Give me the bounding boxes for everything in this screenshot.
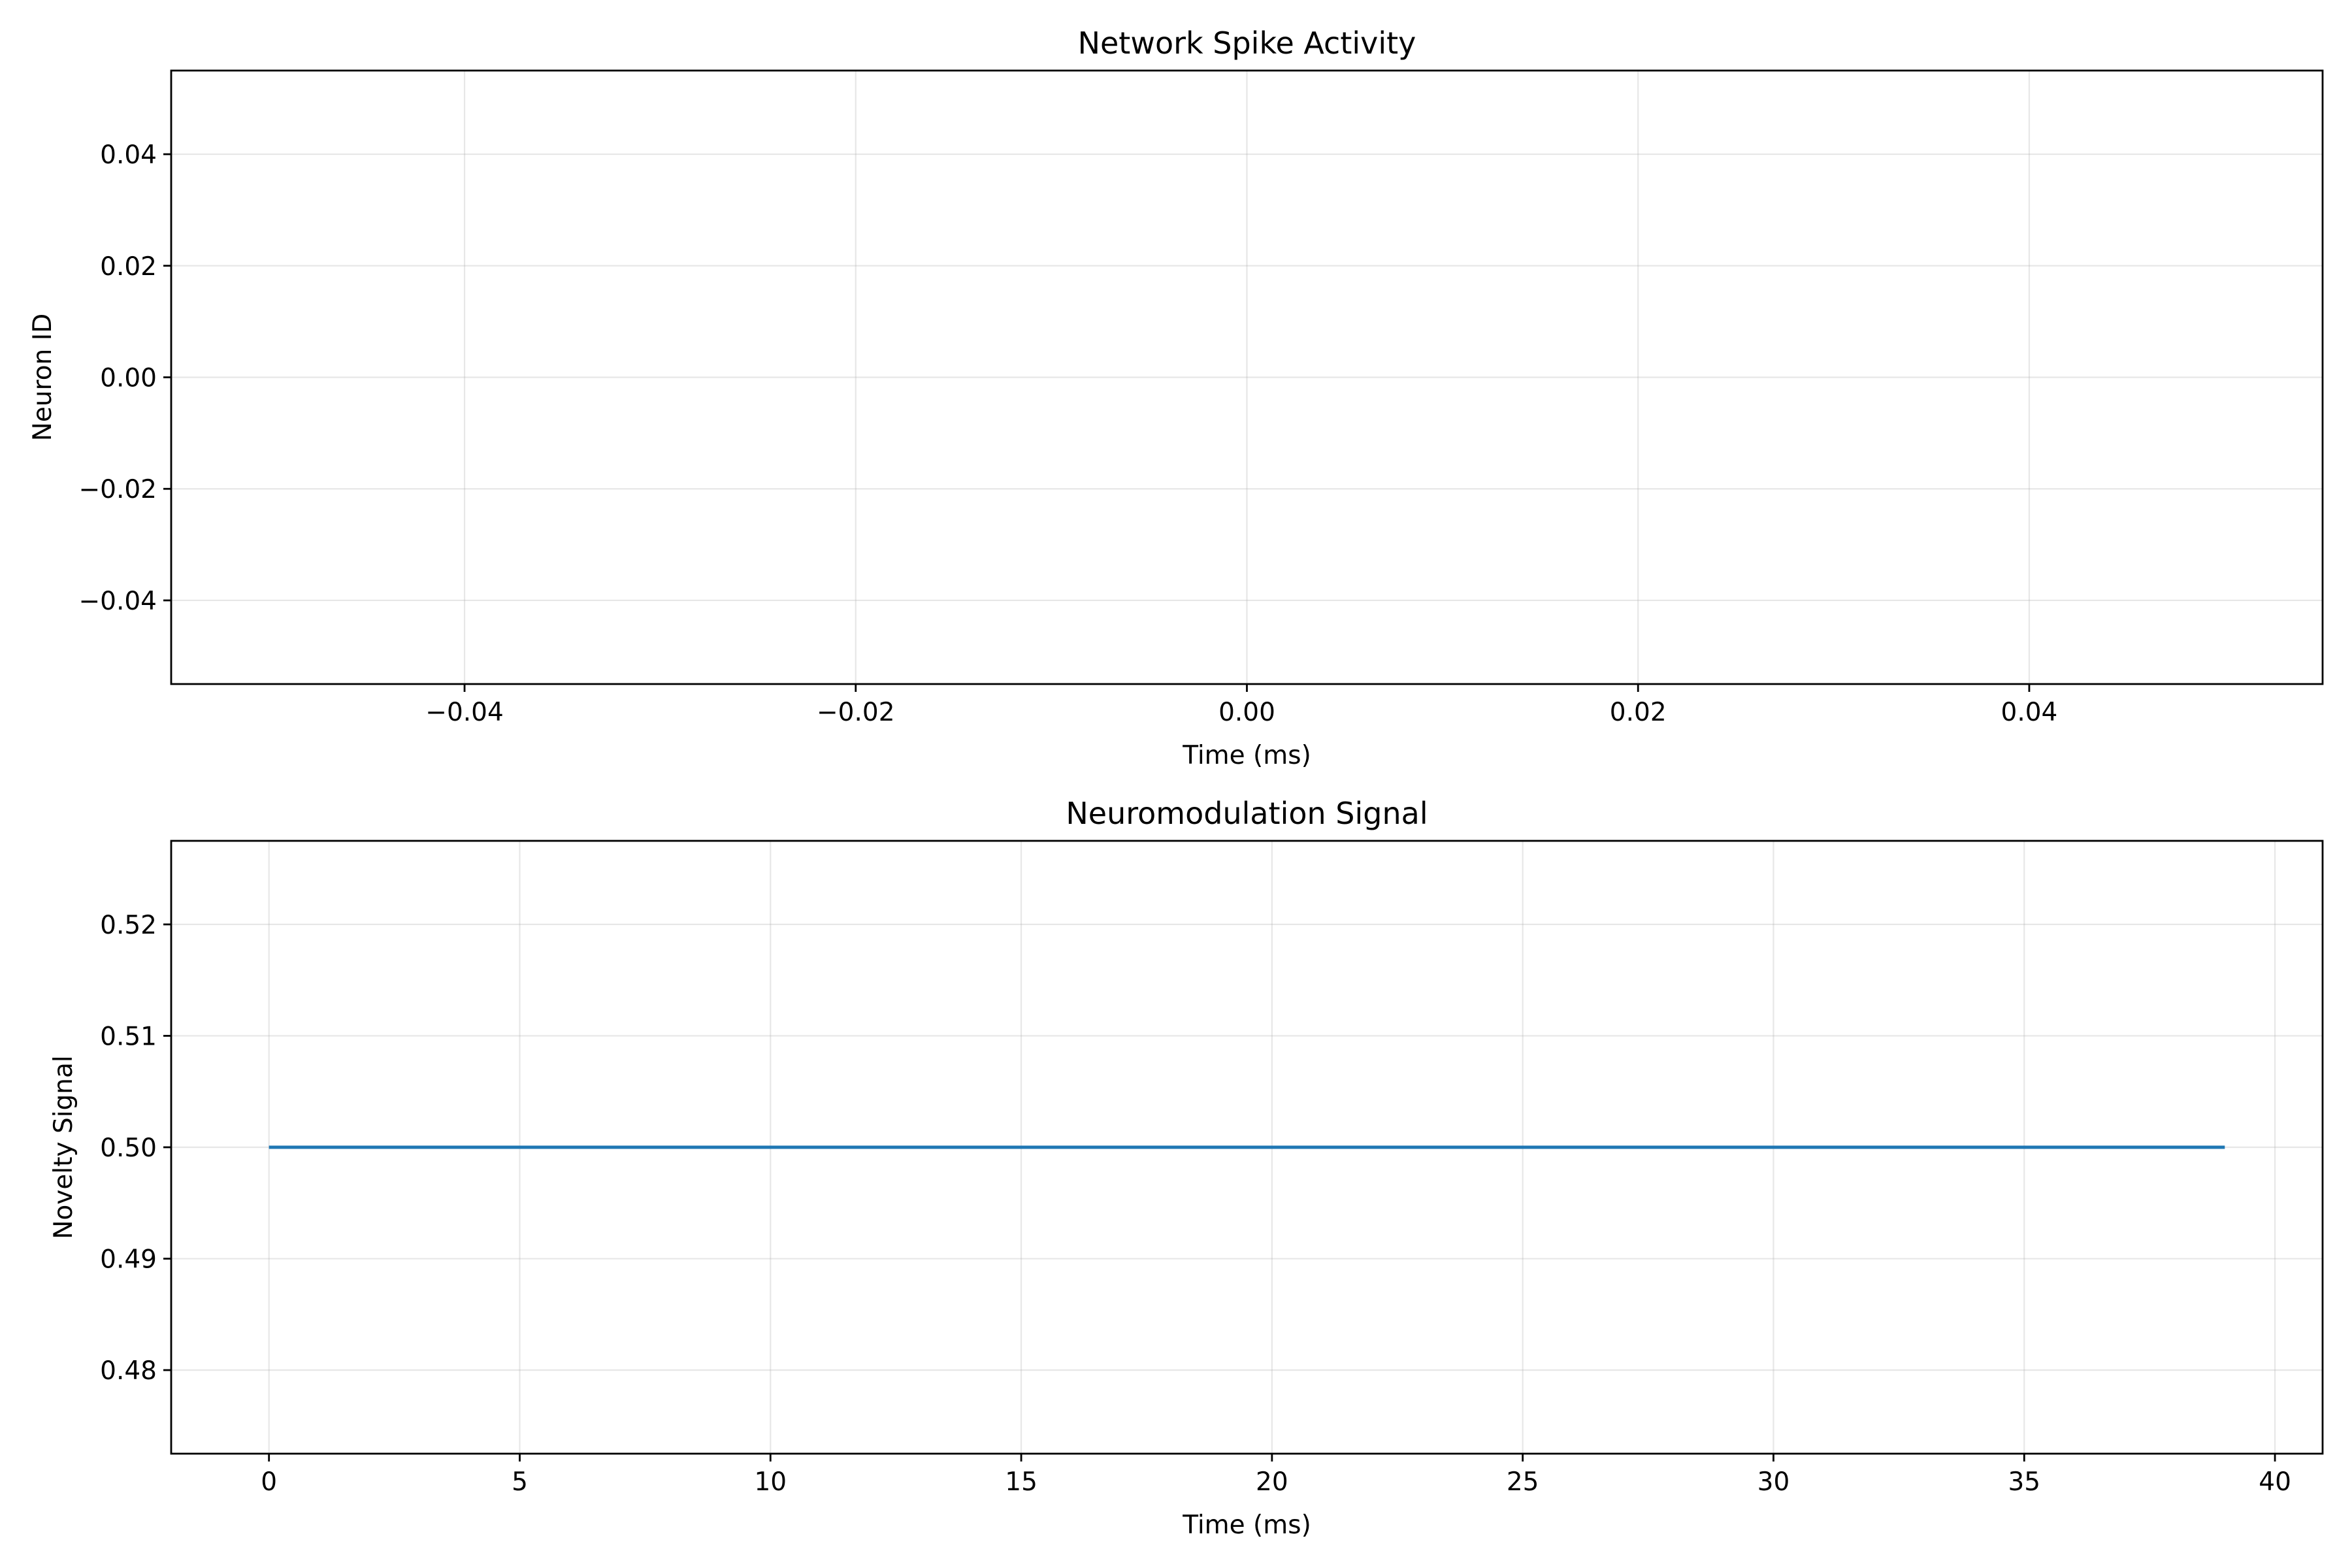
neuromod-x-tick-label: 10 (754, 1467, 787, 1497)
spike-activity-plot: −0.04 −0.02 0.00 0.02 0.04 0.04 0.02 0.00 −0.02 −… (28, 25, 2324, 770)
neuromod-y-tick-label: 0.50 (100, 1134, 157, 1163)
neuromod-ticks: 0 5 10 15 20 25 30 35 40 0.52 0.51 0.50 0.49 0.48 (100, 911, 2291, 1497)
spike-y-tick-label: 0.02 (100, 252, 157, 282)
neuromod-y-tick-label: 0.52 (100, 911, 157, 940)
spike-y-tick-label: 0.00 (100, 364, 157, 393)
neuromod-plot-title: Neuromodulation Signal (1066, 796, 1428, 831)
neuromod-x-tick-label: 15 (1005, 1467, 1037, 1497)
neuromod-y-tick-label: 0.48 (100, 1356, 157, 1386)
neuromod-x-tick-label: 20 (1256, 1467, 1288, 1497)
spike-x-tick-label: −0.02 (817, 698, 895, 727)
neuromod-x-tick-label: 5 (512, 1467, 528, 1497)
spike-x-tick-label: 0.02 (1610, 698, 1667, 727)
neuromod-x-tick-label: 35 (2008, 1467, 2040, 1497)
spike-x-tick-label: 0.00 (1218, 698, 1275, 727)
neuromod-x-tick-label: 40 (2259, 1467, 2291, 1497)
spike-y-axis-label: Neuron ID (28, 314, 57, 442)
neuromod-x-tick-label: 25 (1507, 1467, 1539, 1497)
spike-x-axis-label: Time (ms) (1182, 741, 1311, 770)
spike-ticks: −0.04 −0.02 0.00 0.02 0.04 0.04 0.02 0.00 −0.02 −… (78, 140, 2057, 727)
spike-x-tick-label: 0.04 (2001, 698, 2058, 727)
spike-grid (171, 71, 2323, 684)
neuromod-x-tick-label: 0 (261, 1467, 277, 1497)
spike-y-tick-label: 0.04 (100, 140, 157, 170)
spike-plot-title: Network Spike Activity (1078, 25, 1416, 61)
spike-y-tick-label: −0.02 (78, 475, 157, 504)
neuromod-y-axis-label: Novelty Signal (49, 1055, 78, 1239)
neuromodulation-plot: 0 5 10 15 20 25 30 35 40 0.52 0.51 0.50 0.49 0.48 Neu… (49, 796, 2324, 1540)
spike-x-tick-label: −0.04 (425, 698, 504, 727)
neuromod-y-tick-label: 0.49 (100, 1245, 157, 1275)
neuromod-x-tick-label: 30 (1757, 1467, 1790, 1497)
neuromod-x-axis-label: Time (ms) (1182, 1511, 1311, 1540)
neuromod-y-tick-label: 0.51 (100, 1022, 157, 1051)
spike-y-tick-label: −0.04 (78, 587, 157, 616)
